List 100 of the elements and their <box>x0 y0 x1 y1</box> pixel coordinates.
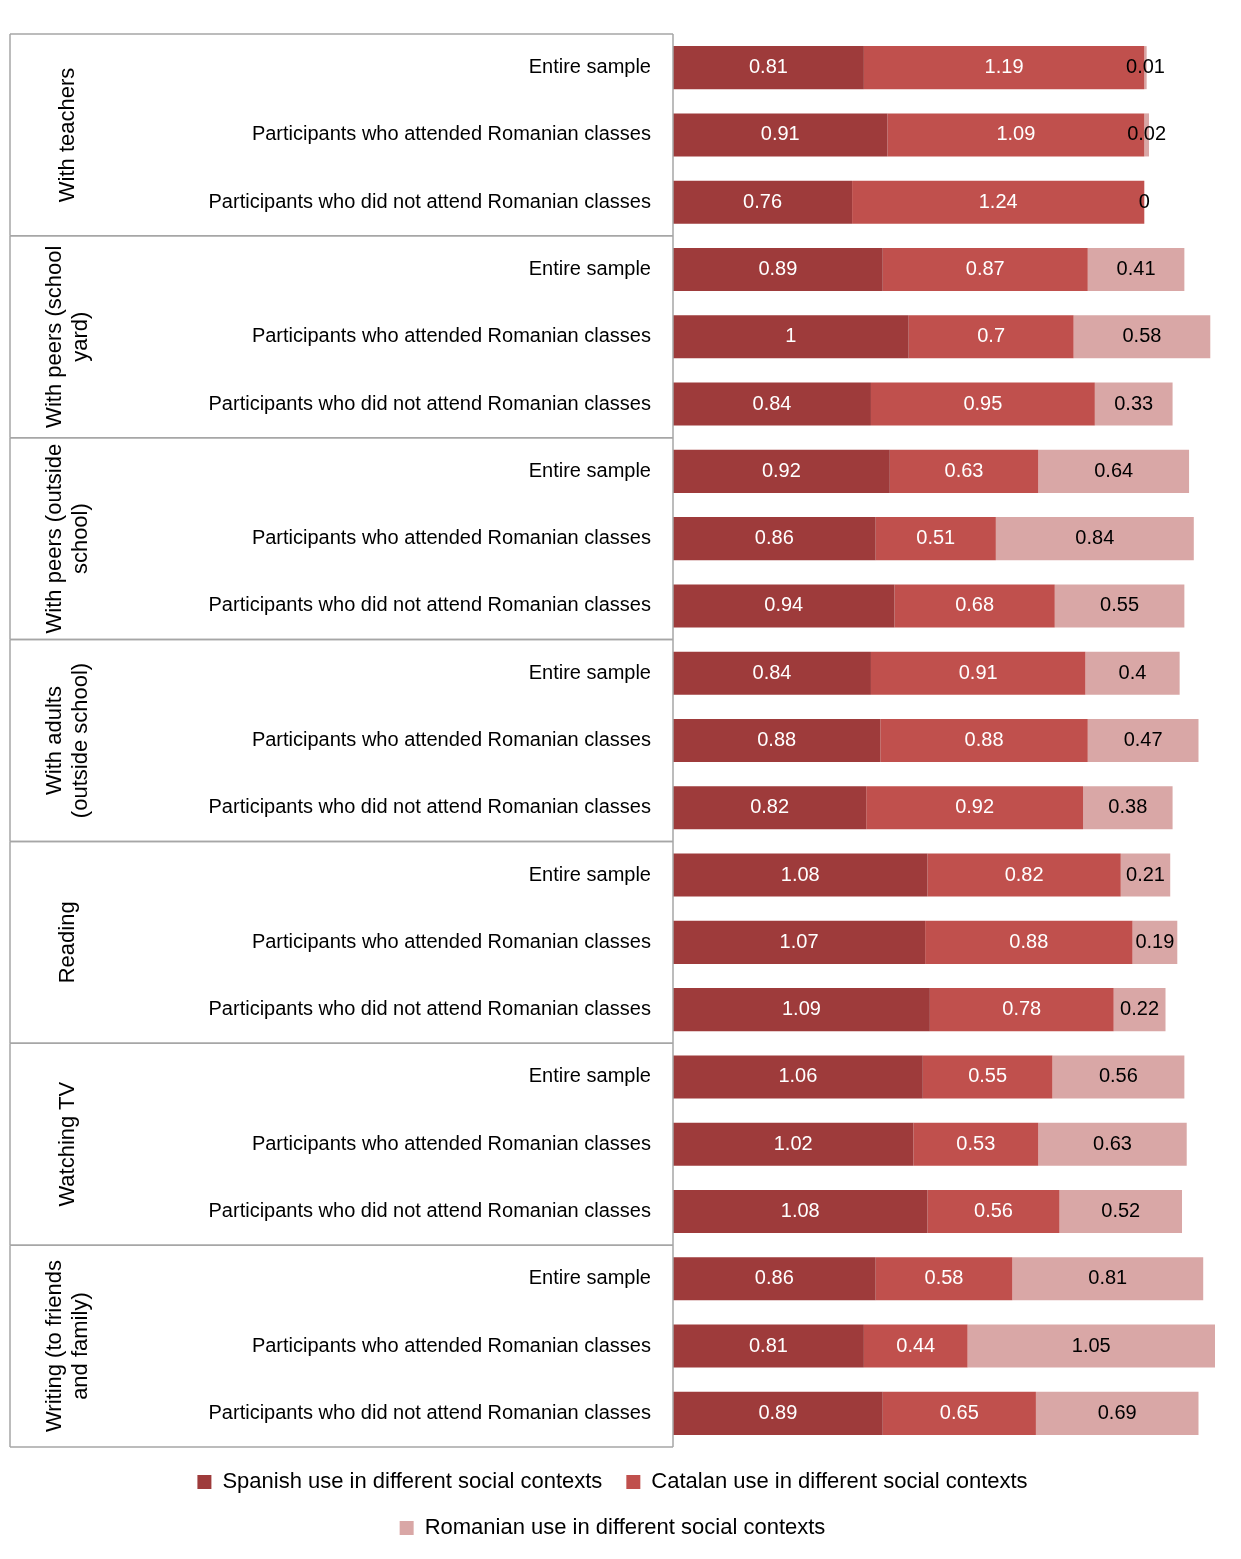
data-label: 1.24 <box>978 189 1018 212</box>
data-label: 0.58 <box>1122 324 1162 347</box>
bar <box>673 1189 928 1234</box>
bar <box>863 1324 968 1368</box>
y-tick-label: Participants who attended Romanian classes <box>251 1131 651 1154</box>
data-label: 0.22 <box>1120 997 1160 1020</box>
data-label: 0.78 <box>1002 997 1042 1020</box>
bar <box>927 1189 1060 1234</box>
y-tick-label: Participants who did not attend Romanian classes <box>208 391 651 414</box>
y-tick-label: Participants who did not attend Romanian classes <box>208 189 651 212</box>
bar <box>673 1055 923 1099</box>
y-tick-label: Entire sample <box>528 862 651 885</box>
data-label: 0.87 <box>965 257 1005 280</box>
y-tick-label: Participants who attended Romanian classes <box>251 929 651 952</box>
bar <box>1012 1257 1204 1301</box>
bar <box>889 449 1039 493</box>
bar <box>870 651 1086 695</box>
data-label: 0.84 <box>752 660 792 683</box>
data-label: 1.08 <box>780 862 820 885</box>
y-tick-label: Participants who did not attend Romanian classes <box>208 997 651 1020</box>
bar <box>1094 382 1173 426</box>
y-tick-label: Participants who attended Romanian classes <box>251 324 651 347</box>
text: Reading <box>54 901 80 984</box>
data-label: 0.01 <box>1126 55 1165 78</box>
data-label: 0.84 <box>1075 526 1115 549</box>
data-label: 0.41 <box>1116 257 1156 280</box>
bar <box>929 988 1114 1032</box>
data-label: 1.02 <box>773 1131 813 1154</box>
text: With peers (school yard) <box>41 245 93 428</box>
data-label: 0.63 <box>1093 1131 1132 1154</box>
bar <box>673 853 928 897</box>
data-label: 0 <box>1138 189 1150 212</box>
bar <box>673 988 930 1032</box>
data-label: 1.07 <box>779 929 819 952</box>
data-label: 0.94 <box>764 593 804 616</box>
data-label: 0.68 <box>955 593 995 616</box>
bar <box>673 718 881 763</box>
bar <box>673 920 926 964</box>
bar <box>673 382 871 426</box>
data-label: 0.19 <box>1135 929 1175 952</box>
bar <box>673 1391 883 1435</box>
data-label: 0.84 <box>752 391 792 414</box>
text: With peers (outside school) <box>41 443 93 634</box>
bar <box>880 718 1088 763</box>
data-label: 1 <box>785 324 797 347</box>
data-label: 0.21 <box>1126 862 1165 885</box>
bar <box>1083 786 1173 830</box>
bar <box>894 584 1055 628</box>
bar <box>995 517 1194 561</box>
data-label: 0.44 <box>896 1333 936 1356</box>
text: With teachers <box>54 67 80 203</box>
data-label: 0.64 <box>1094 458 1134 481</box>
data-label: 0.02 <box>1127 122 1167 145</box>
data-label: 1.09 <box>996 122 1036 145</box>
legend-label: Catalan use in different social contexts <box>651 1468 1028 1494</box>
bar <box>866 786 1084 830</box>
data-label: 0.58 <box>924 1266 964 1289</box>
y-tick-label: Participants who attended Romanian classes <box>251 1333 651 1356</box>
data-label: 0.88 <box>964 728 1004 751</box>
data-label: 1.19 <box>984 55 1024 78</box>
bar <box>1038 1122 1187 1166</box>
bar <box>673 517 876 561</box>
data-label: 0.53 <box>956 1131 996 1154</box>
y-tick-label: Entire sample <box>528 1266 651 1289</box>
bar <box>882 1391 1036 1435</box>
legend-label: Spanish use in different social contexts <box>222 1468 603 1494</box>
data-label: 0.55 <box>1100 593 1140 616</box>
bar <box>922 1055 1053 1099</box>
y-tick-label: Participants who did not attend Romanian classes <box>208 1199 651 1222</box>
bar <box>1052 1055 1185 1099</box>
y-tick-label: Entire sample <box>528 660 651 683</box>
data-label: 0.56 <box>1098 1064 1138 1087</box>
bar <box>673 1257 876 1301</box>
bar <box>673 1122 914 1166</box>
bar <box>673 786 867 830</box>
bar <box>875 517 996 561</box>
data-label: 1.09 <box>781 997 821 1020</box>
bar <box>1087 718 1199 763</box>
data-label: 0.55 <box>968 1064 1008 1087</box>
data-label: 0.89 <box>758 1400 798 1423</box>
data-label: 0.89 <box>758 257 798 280</box>
bar <box>1059 1189 1183 1234</box>
y-tick-label: Entire sample <box>528 1064 651 1087</box>
bar <box>927 853 1121 897</box>
bar <box>870 382 1095 426</box>
text: Writing (to friends and family) <box>41 1260 93 1433</box>
y-tick-label: Participants who attended Romanian classes <box>251 122 651 145</box>
bar <box>925 920 1133 964</box>
bar <box>673 315 909 359</box>
y-tick-label: Participants who attended Romanian classes <box>251 728 651 751</box>
data-label: 0.81 <box>748 55 788 78</box>
data-label: 0.63 <box>944 458 984 481</box>
bar <box>1054 584 1185 628</box>
data-label: 0.47 <box>1123 728 1163 751</box>
text: With adults (outside school) <box>41 662 93 819</box>
y-tick-label: Entire sample <box>528 257 651 280</box>
bar <box>882 247 1088 292</box>
bar <box>673 584 895 628</box>
bar <box>1073 315 1211 359</box>
y-tick-label: Participants who did not attend Romanian classes <box>208 1400 651 1423</box>
